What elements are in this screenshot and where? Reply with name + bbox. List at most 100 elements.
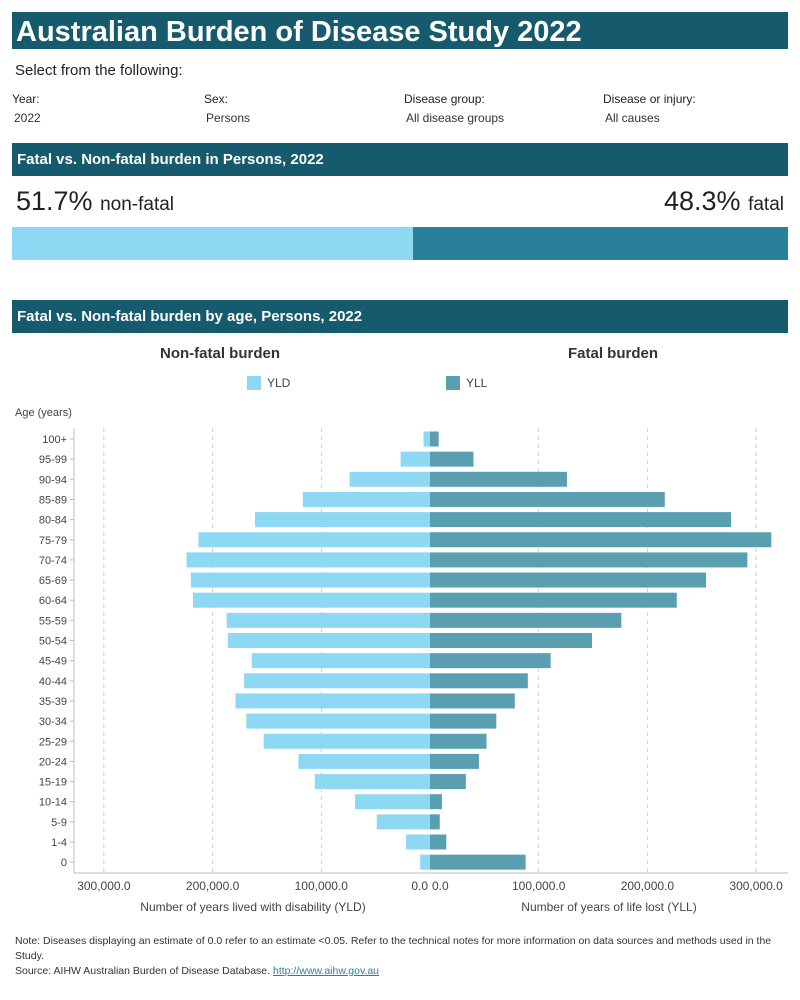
yld-bar[interactable] [400, 451, 430, 467]
age-tick-label: 40-44 [39, 676, 67, 688]
yld-bar[interactable] [244, 673, 430, 689]
age-tick-label: 80-84 [39, 515, 67, 527]
legend-yld-label: YLD [267, 376, 291, 390]
x-tick-label: 100,000.0 [512, 879, 566, 893]
age-tick-label: 1-4 [51, 837, 67, 849]
yll-bar[interactable] [430, 774, 466, 790]
disease-group-filter-value[interactable]: All disease groups [406, 111, 505, 125]
yld-bar[interactable] [186, 552, 430, 568]
age-tick-label: 90-94 [39, 474, 67, 486]
legend-yll-label: YLL [466, 376, 488, 390]
yll-swatch [446, 376, 460, 390]
x-tick-label: 0.0 [432, 879, 449, 893]
yld-bar[interactable] [349, 471, 430, 487]
yld-bar[interactable] [302, 491, 430, 507]
fatal-word: fatal [748, 194, 784, 215]
yll-bar[interactable] [430, 592, 677, 608]
sex-filter[interactable]: Sex: Persons [204, 92, 250, 125]
footnotes: Note: Diseases displaying an estimate of… [15, 934, 785, 979]
year-filter-value[interactable]: 2022 [14, 111, 41, 125]
yld-bar[interactable] [193, 592, 430, 608]
yll-bar[interactable] [430, 532, 772, 548]
yll-bar[interactable] [430, 794, 442, 810]
yll-bar[interactable] [430, 733, 487, 749]
age-tick-label: 25-29 [39, 736, 67, 748]
fatal-share-bar[interactable] [413, 227, 788, 260]
age-tick-label: 0 [61, 857, 67, 869]
yld-bar[interactable] [235, 693, 430, 709]
yll-bar[interactable] [430, 451, 474, 467]
yll-bar[interactable] [430, 673, 528, 689]
disease-group-filter[interactable]: Disease group: All disease groups [404, 92, 504, 125]
yld-bar[interactable] [254, 512, 430, 528]
yll-bar[interactable] [430, 612, 622, 628]
yld-bar[interactable] [314, 774, 430, 790]
nonfatal-percent: 51.7% [16, 186, 93, 216]
yll-bar[interactable] [430, 713, 497, 729]
x-axis-title-left: Number of years lived with disability (Y… [140, 900, 365, 914]
disease-filter-label: Disease or injury: [603, 92, 696, 106]
disease-filter[interactable]: Disease or injury: All causes [603, 92, 696, 125]
x-tick-label: 0.0 [411, 879, 428, 893]
yld-bar[interactable] [376, 814, 430, 830]
age-tick-label: 95-99 [39, 454, 67, 466]
year-filter[interactable]: Year: 2022 [12, 92, 41, 125]
yll-bar[interactable] [430, 653, 551, 669]
x-tick-label: 200,000.0 [621, 879, 675, 893]
age-tick-label: 85-89 [39, 494, 67, 506]
disease-group-filter-label: Disease group: [404, 92, 485, 106]
source-link[interactable]: http://www.aihw.gov.au [272, 965, 380, 977]
yld-bar[interactable] [227, 633, 430, 648]
disease-filter-value[interactable]: All causes [605, 111, 660, 125]
age-tick-label: 45-49 [39, 656, 67, 668]
yld-bar[interactable] [406, 834, 430, 850]
x-tick-label: 300,000.0 [729, 879, 783, 893]
nonfatal-title: Non-fatal burden [160, 345, 280, 362]
yll-bar[interactable] [430, 633, 592, 648]
yld-bar[interactable] [198, 532, 430, 548]
age-tick-label: 50-54 [39, 636, 67, 648]
nonfatal-share-bar[interactable] [12, 227, 414, 260]
yld-bar[interactable] [226, 612, 430, 628]
yld-bar[interactable] [354, 794, 430, 810]
nonfatal-word: non-fatal [100, 194, 175, 215]
fatal-summary: 48.3% fatal [664, 186, 784, 217]
yll-bar[interactable] [430, 431, 439, 447]
fatal-title: Fatal burden [568, 345, 659, 362]
age-tick-label: 10-14 [39, 797, 67, 809]
yld-bar[interactable] [190, 572, 430, 588]
yll-bar[interactable] [430, 552, 748, 568]
age-tick-label: 75-79 [39, 535, 67, 547]
yld-swatch [247, 376, 261, 390]
yll-bar[interactable] [430, 854, 526, 870]
yll-bar[interactable] [430, 753, 479, 769]
year-filter-label: Year: [12, 92, 40, 106]
note-text: Note: Diseases displaying an estimate of… [15, 935, 772, 962]
yll-bar[interactable] [430, 834, 447, 850]
yll-bar[interactable] [430, 471, 567, 487]
age-axis-title: Age (years) [15, 407, 72, 419]
age-tick-label: 65-69 [39, 575, 67, 587]
sex-filter-value[interactable]: Persons [206, 111, 251, 125]
yll-bar[interactable] [430, 491, 665, 507]
yll-bar[interactable] [430, 512, 732, 528]
summary-heading: Fatal vs. Non-fatal burden in Persons, 2… [12, 143, 788, 176]
yld-bar[interactable] [246, 713, 430, 729]
yll-bar[interactable] [430, 572, 707, 588]
yld-bar[interactable] [420, 854, 430, 870]
yll-bar[interactable] [430, 693, 515, 709]
legend-yld[interactable]: YLD [247, 376, 290, 390]
source-line: Source: AIHW Australian Burden of Diseas… [15, 964, 785, 979]
yld-bar[interactable] [251, 653, 430, 669]
x-axis-title-right: Number of years of life lost (YLL) [521, 900, 696, 914]
age-tick-label: 60-64 [39, 595, 67, 607]
nonfatal-summary: 51.7% non-fatal [16, 186, 174, 217]
fatal-nonfatal-split-bar[interactable] [12, 227, 788, 260]
legend-yll[interactable]: YLL [446, 376, 487, 390]
yld-bar[interactable] [423, 431, 430, 447]
age-butterfly-chart: 100+ 95-99 90-94 85-89 80-84 75-79 70-74 65-69 6… [39, 428, 788, 914]
age-tick-label: 30-34 [39, 716, 67, 728]
yld-bar[interactable] [263, 733, 430, 749]
yld-bar[interactable] [298, 753, 430, 769]
yll-bar[interactable] [430, 814, 440, 830]
